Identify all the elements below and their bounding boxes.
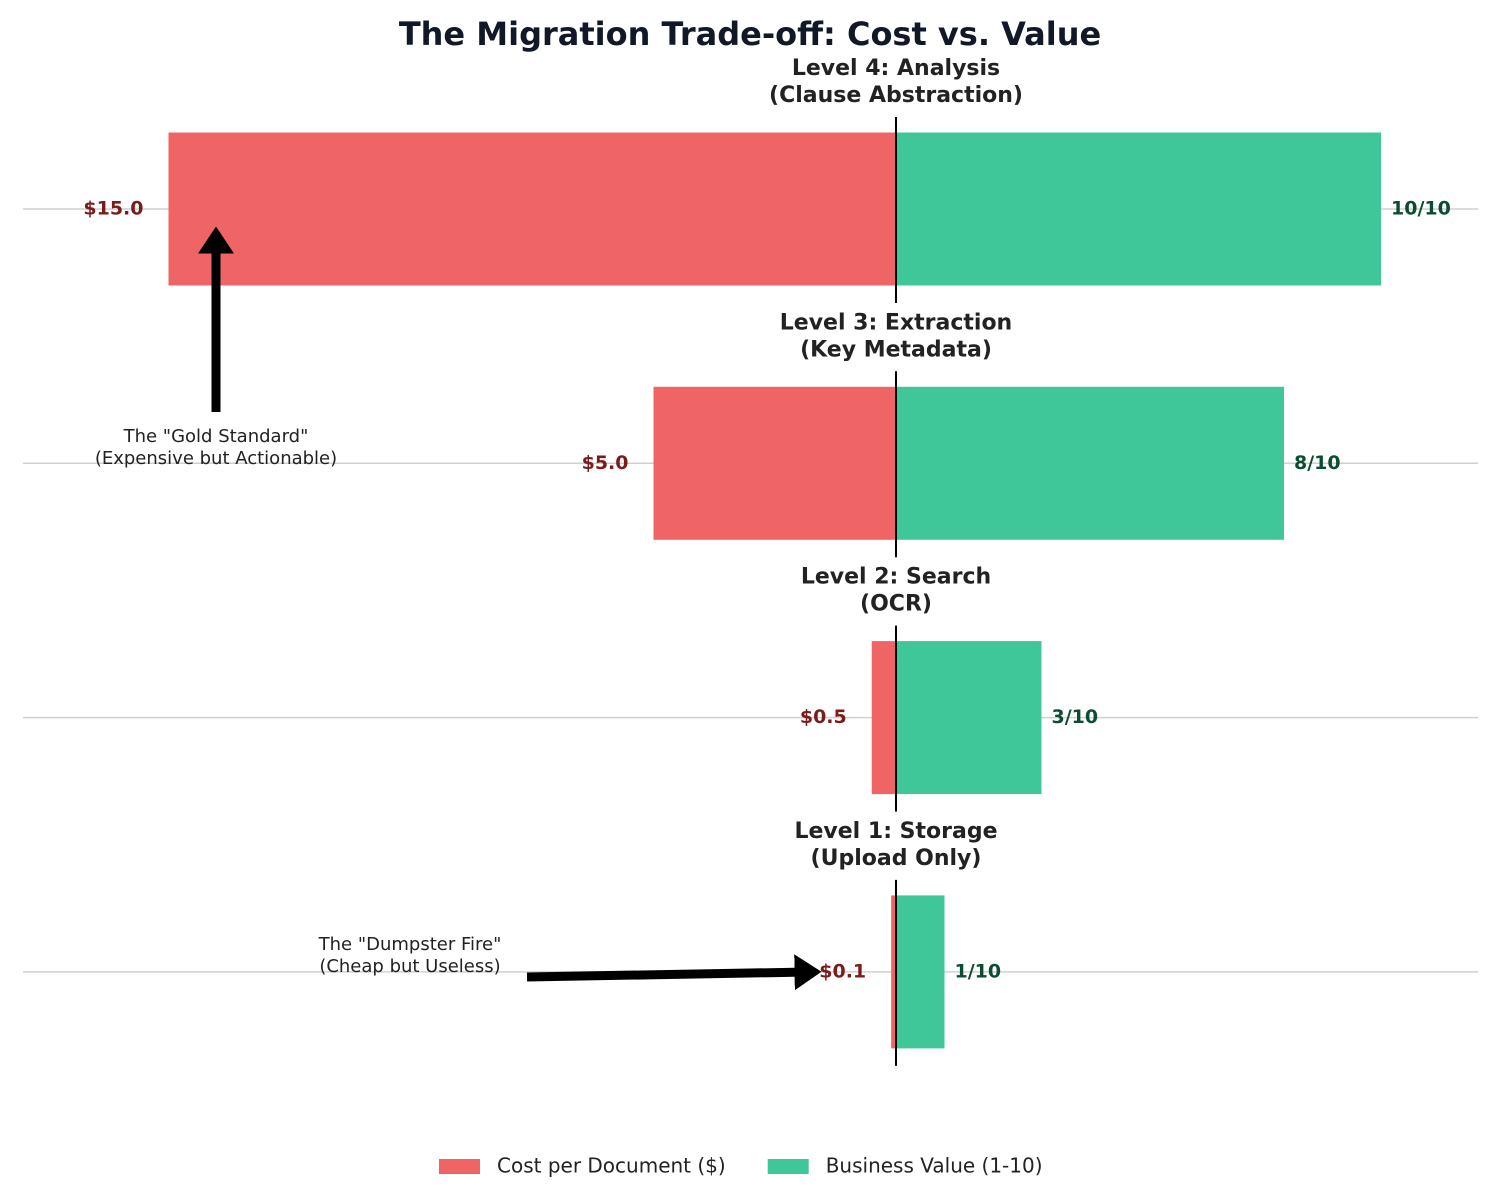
value-label: $15.0 [83,198,143,220]
bar [896,386,1284,540]
legend-swatch [439,1159,480,1174]
category-label: (Upload Only) [811,846,982,871]
legend-swatch [767,1159,809,1174]
value-label: 1/10 [955,960,1002,982]
annotation: The "Dumpster Fire" [318,934,502,955]
legend-label: Business Value (1-10) [826,1154,1043,1178]
value-label: $0.5 [800,706,847,728]
category-label: Level 4: Analysis [792,56,1000,81]
bar [896,641,1042,795]
annotation-arrow [526,954,822,991]
value-label: 3/10 [1052,706,1099,728]
bar [896,132,1381,286]
category-label: (Clause Abstraction) [769,83,1023,108]
value-label: $5.0 [582,452,629,474]
annotation: (Cheap but Useless) [319,956,500,977]
category-label: Level 2: Search [801,565,991,590]
annotation: (Expensive but Actionable) [95,448,337,469]
chart-title: The Migration Trade-off: Cost vs. Value [399,15,1101,53]
value-label: $0.1 [819,960,866,982]
value-label: 10/10 [1391,198,1451,220]
bar [871,641,896,795]
category-label: Level 3: Extraction [780,310,1012,335]
category-label: (Key Metadata) [800,337,992,362]
legend-label: Cost per Document ($) [497,1154,726,1178]
value-label: 8/10 [1294,452,1341,474]
category-label: Level 1: Storage [794,819,997,844]
bar [896,895,945,1049]
bar [168,132,896,286]
bar [891,895,896,1049]
annotation: The "Gold Standard" [123,426,309,447]
bar [653,386,896,540]
category-label: (OCR) [860,592,932,617]
